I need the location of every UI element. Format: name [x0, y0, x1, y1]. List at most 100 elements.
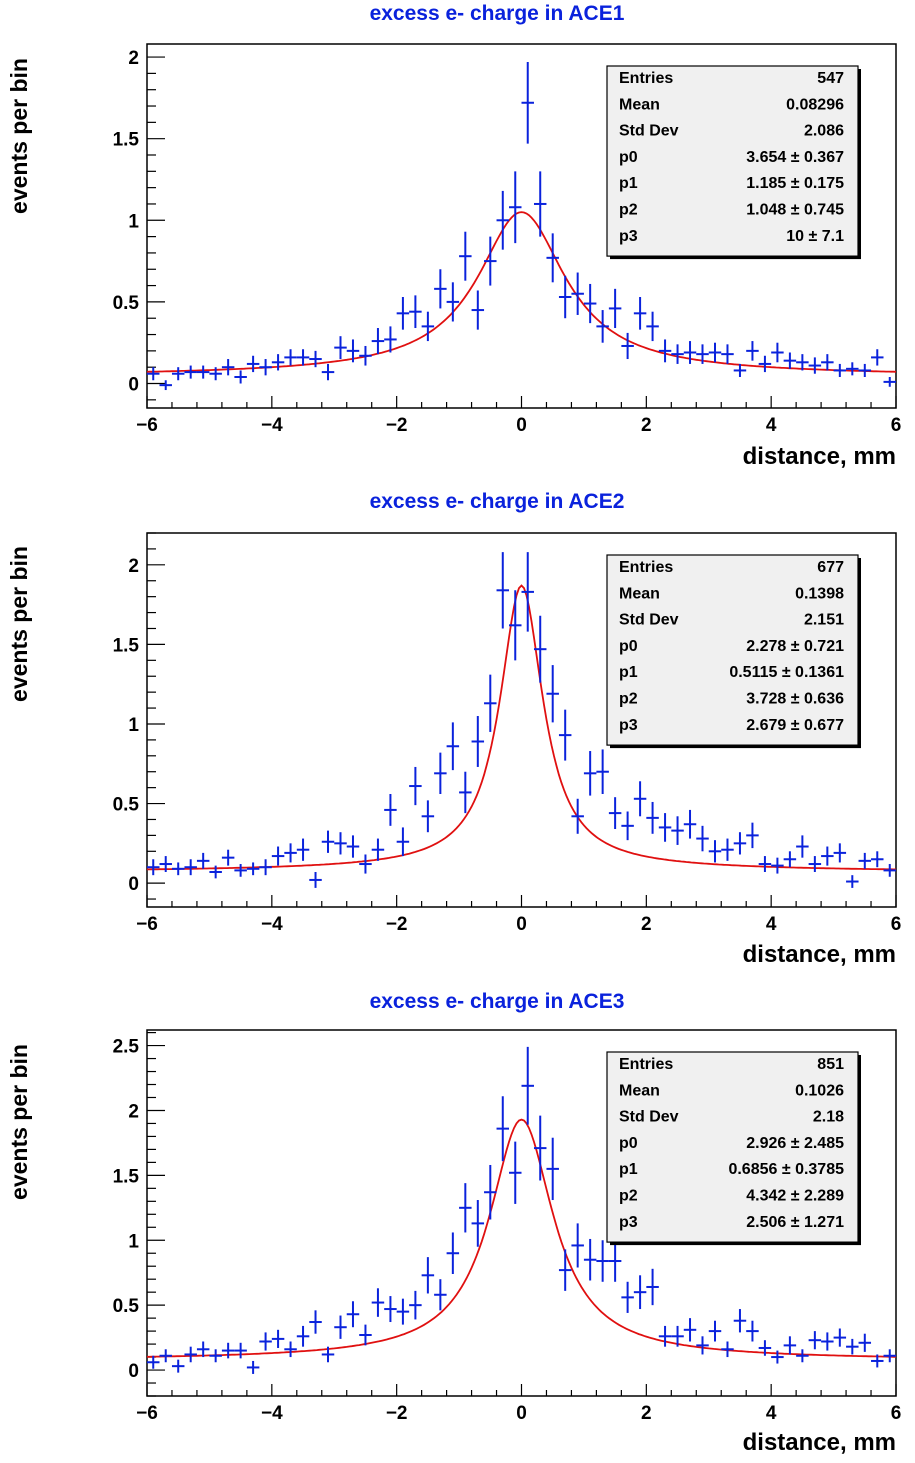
data-point [608, 1240, 622, 1282]
data-point [583, 283, 597, 324]
data-point [196, 1341, 210, 1358]
data-point [321, 1346, 335, 1363]
data-point [296, 838, 310, 861]
data-point [421, 311, 435, 342]
x-tick-label: 6 [891, 415, 902, 436]
x-tick-label: −2 [386, 914, 408, 935]
data-point [783, 352, 797, 369]
y-tick-label: 1 [128, 715, 139, 736]
x-tick-label: −6 [136, 914, 158, 935]
x-tick-label: 6 [891, 914, 902, 935]
data-point [159, 1349, 172, 1363]
x-axis-label: distance, mm [743, 1429, 896, 1456]
y-axis-label: events per bin [6, 1044, 32, 1200]
chart-title: excess e- charge in ACE3 [370, 990, 625, 1013]
data-point [821, 1332, 834, 1351]
data-point [521, 1046, 534, 1125]
data-point [633, 781, 647, 817]
data-point [171, 862, 185, 876]
data-point [184, 1346, 197, 1363]
data-point [334, 1315, 347, 1339]
data-point [509, 590, 522, 661]
data-point [621, 1281, 634, 1313]
y-tick-label: 1.5 [113, 1166, 140, 1187]
data-point [846, 875, 859, 888]
chart-title: excess e- charge in ACE2 [370, 490, 625, 513]
data-points [147, 552, 896, 888]
data-point [184, 365, 197, 379]
y-axis-label: events per bin [6, 546, 32, 702]
stats-value: 1.185 ± 0.175 [746, 175, 844, 192]
x-tick-label: 2 [641, 914, 652, 935]
data-point [733, 363, 747, 377]
y-tick-label: 0 [128, 1361, 139, 1382]
data-point [484, 1164, 497, 1220]
data-point [259, 859, 272, 876]
x-tick-label: 0 [516, 914, 527, 935]
data-point [159, 380, 172, 391]
data-point [221, 1342, 235, 1359]
data-point [621, 811, 634, 841]
data-point [459, 231, 472, 281]
data-point [471, 716, 485, 767]
data-point [546, 233, 559, 283]
data-point [246, 355, 260, 373]
data-point [733, 1309, 747, 1333]
data-point [446, 282, 460, 322]
data-point [621, 332, 634, 360]
stats-value: 1.048 ± 0.745 [746, 202, 844, 219]
stats-label: p0 [619, 149, 638, 166]
x-tick-label: 4 [766, 1403, 777, 1424]
stats-value: 3.654 ± 0.367 [746, 149, 844, 166]
data-point [583, 1238, 597, 1281]
data-point [746, 341, 759, 361]
x-tick-label: −6 [136, 415, 158, 436]
data-point [284, 843, 297, 863]
data-point [758, 1340, 772, 1356]
data-point [596, 1240, 609, 1282]
data-point [409, 295, 422, 329]
data-point [646, 311, 659, 342]
data-point [309, 871, 322, 888]
data-point [683, 1318, 697, 1342]
data-point [696, 825, 709, 852]
data-point [334, 832, 347, 855]
data-point [558, 275, 572, 319]
data-point [234, 1342, 247, 1359]
data-point [147, 859, 160, 876]
data-point [496, 552, 510, 629]
data-point [671, 1325, 684, 1347]
data-point [821, 354, 834, 371]
data-point [558, 709, 572, 761]
stats-value: 3.728 ± 0.636 [746, 691, 844, 708]
data-point [858, 363, 872, 377]
data-points [147, 1046, 896, 1374]
data-point [434, 752, 447, 795]
data-point [658, 339, 672, 363]
data-point [371, 1288, 385, 1317]
data-point [771, 857, 784, 874]
stats-box-frame [606, 65, 859, 257]
data-point [384, 1296, 397, 1323]
stats-value: 2.506 ± 1.271 [746, 1214, 844, 1231]
y-tick-label: 1 [128, 1231, 139, 1252]
y-tick-label: 1.5 [113, 130, 140, 151]
data-point [746, 822, 759, 849]
data-point [459, 1183, 472, 1233]
stats-value: 10 ± 7.1 [786, 228, 844, 245]
stats-value: 2.151 [804, 612, 844, 629]
data-point [196, 365, 210, 379]
stats-label: Mean [619, 585, 660, 602]
data-point [596, 310, 609, 343]
data-point [171, 367, 185, 381]
data-point [708, 1320, 722, 1342]
data-point [771, 342, 784, 363]
data-point [846, 1338, 859, 1355]
data-point [171, 1359, 185, 1373]
stats-label: p0 [619, 1135, 638, 1152]
stats-label: p3 [619, 228, 638, 245]
data-point [546, 1137, 559, 1201]
data-point [871, 851, 884, 868]
data-point [871, 349, 884, 366]
data-point [758, 856, 772, 872]
